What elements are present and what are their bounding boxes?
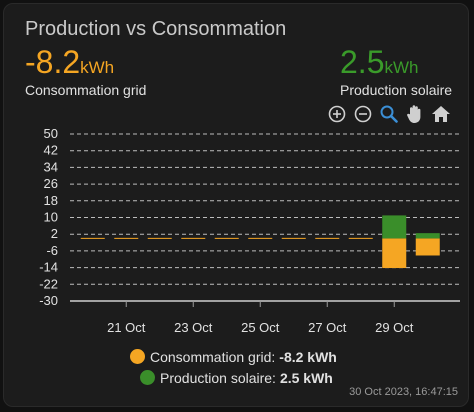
consumption-value: -8.2	[25, 44, 81, 80]
zoom-in-icon[interactable]	[327, 104, 347, 124]
production-unit: kWh	[384, 58, 419, 77]
x-tick-label: 29 Oct	[375, 320, 414, 335]
y-tick-label: -22	[39, 276, 58, 291]
bar-consumption	[415, 238, 440, 256]
x-tick-label: 27 Oct	[308, 320, 347, 335]
zoom-select-icon[interactable]	[379, 104, 399, 124]
y-tick-label: 50	[44, 126, 58, 141]
consumption-kpi: -8.2kWh Consommation grid	[25, 44, 146, 98]
last-updated-timestamp: 30 Oct 2023, 16:47:15	[349, 386, 458, 398]
y-tick-label: 42	[44, 143, 58, 158]
chart-legend: Consommation grid: -8.2 kWh Production s…	[130, 346, 337, 388]
bar-production	[382, 215, 407, 239]
y-tick-label: 26	[44, 176, 58, 191]
x-tick-label: 23 Oct	[174, 320, 213, 335]
production-value: 2.5	[340, 44, 385, 80]
y-tick-label: 34	[44, 159, 58, 174]
energy-card: Production vs Consommation -8.2kWh Conso…	[3, 3, 469, 407]
production-kpi: 2.5kWh Production solaire	[340, 44, 452, 98]
legend-dot-production	[140, 370, 155, 385]
y-tick-label: 2	[51, 226, 58, 241]
y-tick-label: -14	[39, 260, 58, 275]
reset-home-icon[interactable]	[431, 104, 451, 124]
legend-value-production: 2.5 kWh	[279, 369, 333, 386]
x-tick-label: 25 Oct	[241, 320, 280, 335]
pan-hand-icon[interactable]	[405, 104, 425, 124]
legend-label-consumption: Consommation grid:	[150, 348, 276, 365]
legend-item-production[interactable]: Production solaire: 2.5 kWh	[140, 367, 337, 388]
bar-production	[415, 233, 440, 239]
card-title: Production vs Consommation	[25, 18, 287, 40]
zoom-out-icon[interactable]	[353, 104, 373, 124]
consumption-label: Consommation grid	[25, 82, 147, 98]
production-label: Production solaire	[340, 82, 453, 98]
y-tick-label: 10	[44, 210, 58, 225]
legend-dot-consumption	[130, 349, 145, 364]
chart-toolbar	[327, 104, 451, 124]
legend-item-consumption[interactable]: Consommation grid: -8.2 kWh	[130, 346, 337, 367]
y-tick-label: -6	[46, 243, 58, 258]
y-tick-label: 18	[44, 193, 58, 208]
y-tick-label: -30	[39, 293, 58, 308]
x-tick-label: 21 Oct	[107, 320, 146, 335]
legend-value-consumption: -8.2 kWh	[279, 348, 337, 365]
bar-consumption	[382, 238, 407, 269]
consumption-unit: kWh	[80, 58, 115, 77]
legend-label-production: Production solaire:	[160, 369, 276, 386]
